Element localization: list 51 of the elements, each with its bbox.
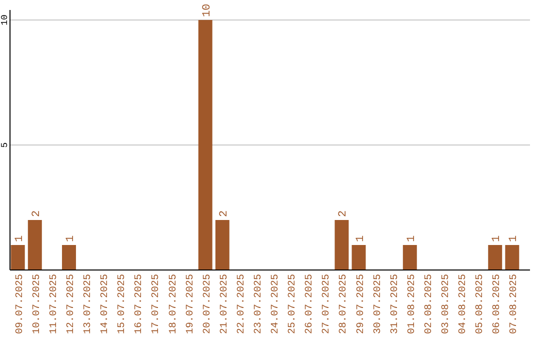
x-tick-label: 19.07.2025 <box>185 274 196 334</box>
y-tick-label: 5 <box>0 142 10 148</box>
x-tick-label: 09.07.2025 <box>14 274 26 334</box>
x-tick-label: 02.08.2025 <box>424 274 435 334</box>
data-label: 2 <box>218 210 230 217</box>
x-tick-label: 22.07.2025 <box>236 274 248 334</box>
bar <box>352 245 366 270</box>
bar <box>402 245 417 270</box>
x-tick-label: 25.07.2025 <box>288 274 299 334</box>
x-tick-label: 31.07.2025 <box>390 274 401 334</box>
data-label: 1 <box>491 235 504 242</box>
data-label: 10 <box>201 4 214 17</box>
x-tick-label: 11.07.2025 <box>48 274 60 334</box>
bar <box>198 20 212 270</box>
x-tick-label: 03.08.2025 <box>440 274 452 334</box>
data-label: 1 <box>354 235 367 242</box>
x-tick-label: 24.07.2025 <box>270 274 282 334</box>
x-tick-label: 20.07.2025 <box>202 274 214 334</box>
x-tick-label: 28.07.2025 <box>338 274 350 334</box>
bar <box>215 220 230 270</box>
bar <box>28 220 42 270</box>
bar <box>505 245 520 270</box>
data-label: 1 <box>64 235 77 242</box>
x-tick-label: 16.07.2025 <box>134 274 146 334</box>
x-tick-label: 06.08.2025 <box>492 274 504 334</box>
x-tick-label: 15.07.2025 <box>117 274 128 334</box>
data-label: 1 <box>14 235 26 242</box>
x-tick-label: 18.07.2025 <box>168 274 180 334</box>
x-tick-label: 01.08.2025 <box>406 274 418 334</box>
x-tick-label: 17.07.2025 <box>151 274 162 334</box>
x-tick-label: 29.07.2025 <box>356 274 367 334</box>
x-tick-label: 27.07.2025 <box>322 274 333 334</box>
bar <box>488 245 502 270</box>
data-label: 1 <box>406 235 418 242</box>
x-tick-label: 14.07.2025 <box>100 274 112 334</box>
bar <box>62 245 76 270</box>
x-tick-label: 13.07.2025 <box>83 274 94 334</box>
x-tick-label: 26.07.2025 <box>304 274 316 334</box>
data-label: 1 <box>508 235 520 242</box>
x-tick-label: 10.07.2025 <box>32 274 43 334</box>
x-tick-label: 04.08.2025 <box>458 274 470 334</box>
bar <box>334 220 349 270</box>
x-tick-label: 07.08.2025 <box>509 274 520 334</box>
bar <box>10 245 25 270</box>
x-tick-label: 23.07.2025 <box>253 274 264 334</box>
x-tick-label: 21.07.2025 <box>219 274 230 334</box>
x-tick-label: 30.07.2025 <box>372 274 384 334</box>
data-label: 2 <box>338 210 350 217</box>
data-label: 2 <box>30 210 43 217</box>
x-tick-label: 12.07.2025 <box>66 274 77 334</box>
x-tick-label: 05.08.2025 <box>475 274 486 334</box>
